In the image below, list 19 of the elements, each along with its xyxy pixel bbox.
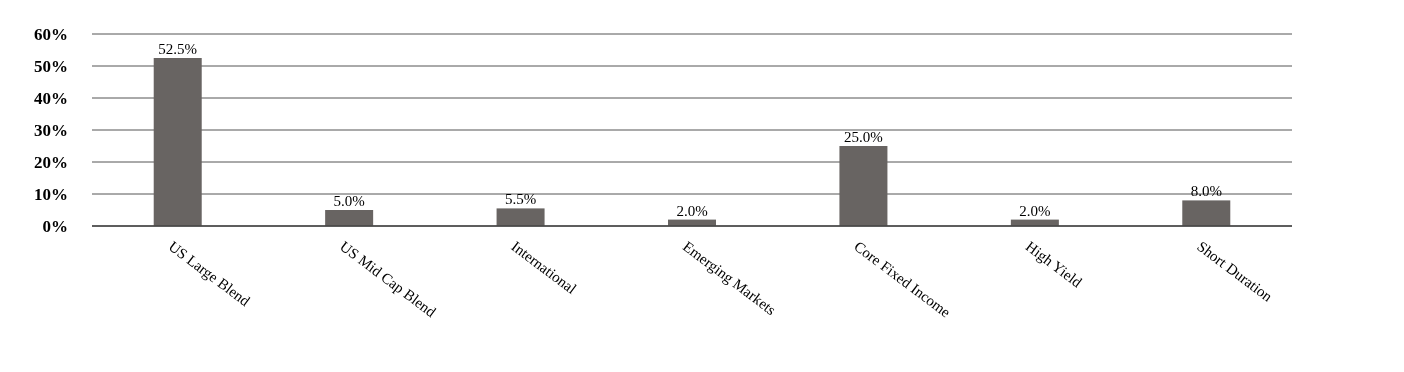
data-label: 2.0% (1019, 202, 1051, 219)
bar (325, 210, 374, 226)
data-label: 8.0% (1190, 183, 1222, 200)
bar (153, 58, 202, 226)
y-tick-label: 60% (34, 24, 68, 44)
y-tick-label: 10% (34, 184, 68, 204)
data-label: 25.0% (844, 129, 883, 145)
bar (496, 208, 545, 226)
data-label: 2.0% (676, 202, 708, 219)
y-tick-label: 30% (34, 120, 68, 140)
y-tick-label: 40% (34, 88, 68, 108)
y-tick-label: 20% (34, 152, 68, 172)
y-tick-label: 0% (42, 216, 68, 236)
data-label: 5.0% (333, 193, 365, 209)
bar (1182, 200, 1231, 226)
data-label: 5.5% (504, 191, 537, 208)
y-tick-label: 50% (34, 56, 68, 76)
bar (839, 146, 888, 226)
data-label: 52.5% (158, 41, 198, 57)
